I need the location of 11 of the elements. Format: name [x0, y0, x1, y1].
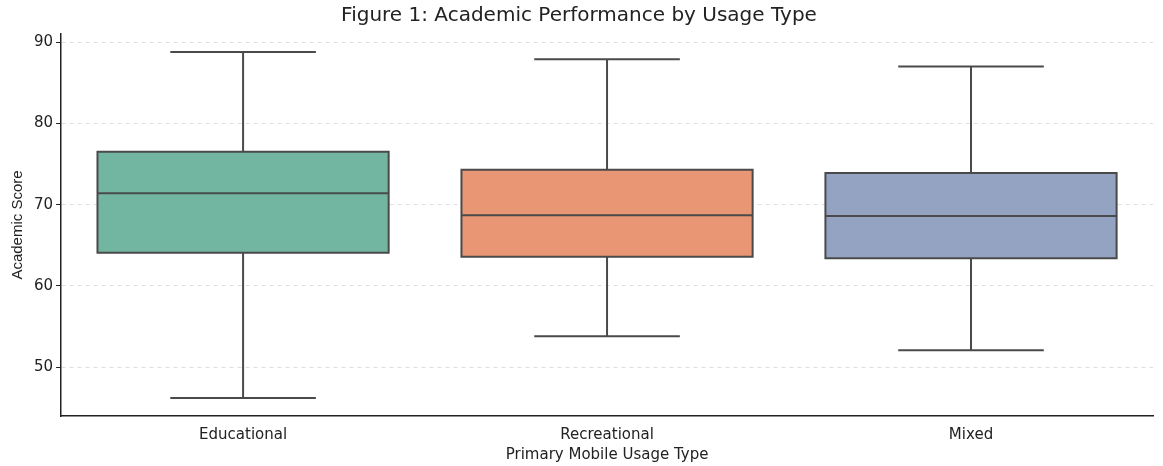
y-tick-label: 70: [33, 194, 54, 213]
y-axis-title: Academic Score: [8, 170, 26, 280]
y-tick-label: 80: [33, 113, 54, 132]
x-tick-label: Educational: [199, 424, 288, 443]
y-tick-label: 90: [33, 32, 54, 51]
x-tick-label: Recreational: [560, 424, 654, 443]
x-axis-title: Primary Mobile Usage Type: [505, 444, 709, 463]
y-tick-label: 50: [33, 357, 54, 376]
y-tick-label: 60: [33, 275, 54, 294]
x-tick-label: Mixed: [948, 424, 994, 443]
chart-title: Figure 1: Academic Performance by Usage Type: [341, 2, 817, 27]
